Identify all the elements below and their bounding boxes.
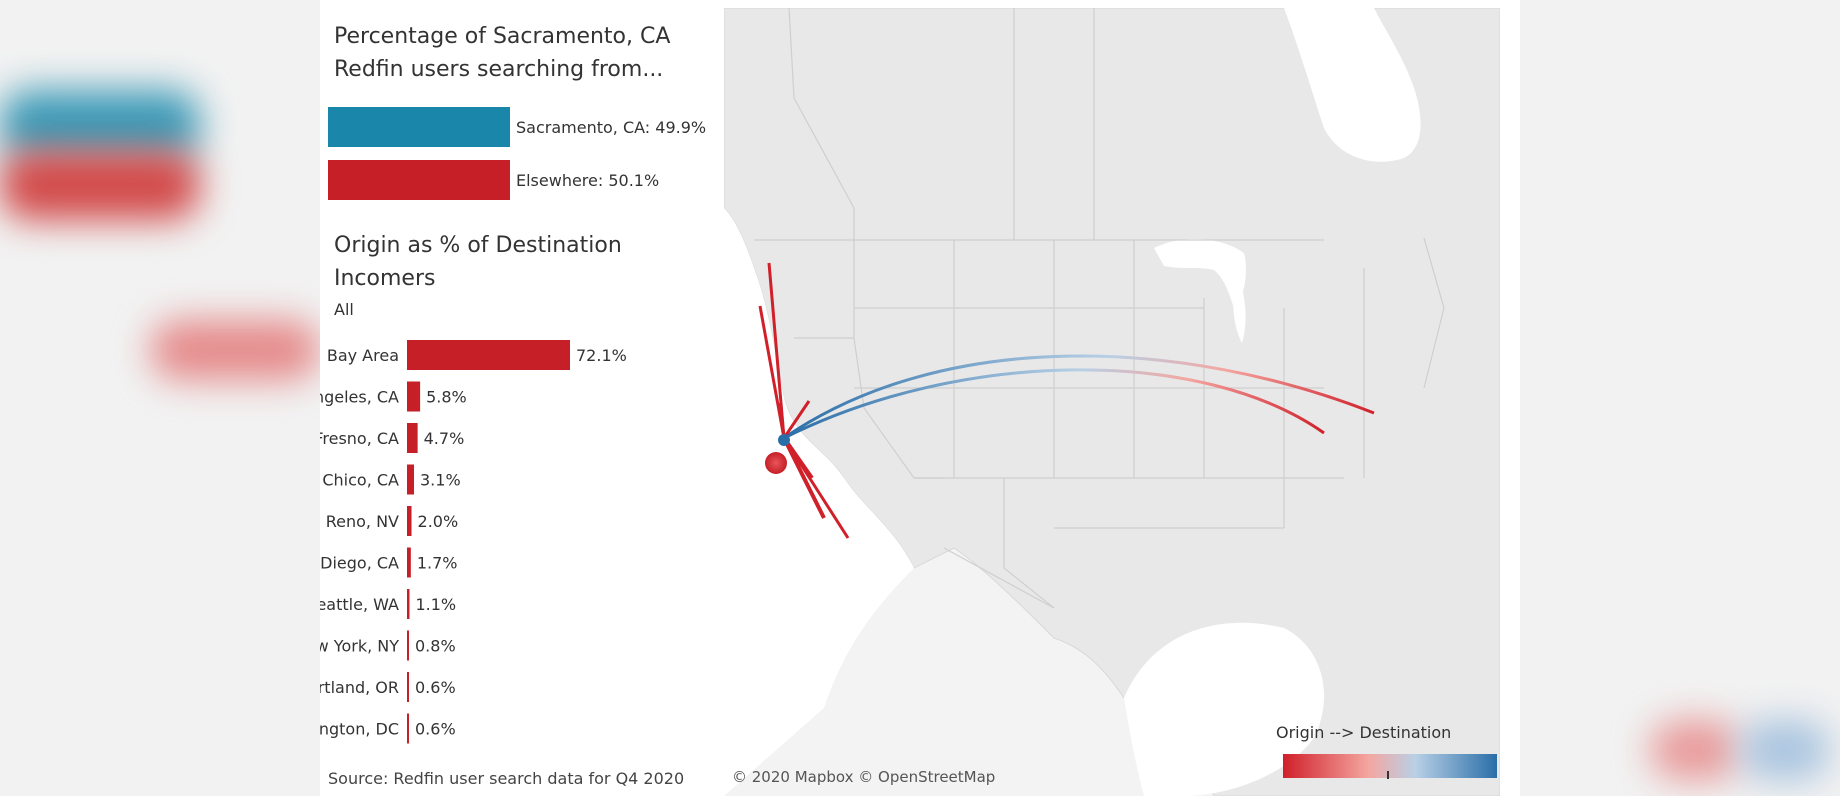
blurred-blue-shape <box>0 90 200 160</box>
value-label: 0.8% <box>415 637 456 656</box>
flow-arc-newyork <box>783 354 1375 440</box>
bar[interactable] <box>407 547 411 578</box>
map-svg <box>724 8 1500 796</box>
bar[interactable] <box>407 630 409 661</box>
origin-filter-label: All <box>334 300 354 319</box>
blurred-pink-shape <box>150 320 320 380</box>
label-elsewhere: Elsewhere: 50.1% <box>516 171 660 190</box>
share-title-line2: Redfin users searching from... <box>334 57 664 82</box>
source-note: Source: Redfin user search data for Q4 2… <box>328 769 685 788</box>
bar[interactable] <box>407 464 415 495</box>
value-label: 0.6% <box>415 720 456 739</box>
dashboard-panel: Percentage of Sacramento, CA Redfin user… <box>320 0 1520 796</box>
borders <box>754 8 1445 609</box>
label-sacramento: Sacramento, CA: 49.9% <box>516 118 707 137</box>
blurred-blue-shape <box>1740 720 1830 780</box>
category-label: New York, NY <box>320 637 399 656</box>
value-label: 72.1% <box>576 346 627 365</box>
share-title: Percentage of Sacramento, CA Redfin user… <box>334 20 670 86</box>
bay-area-marker[interactable] <box>765 452 787 474</box>
category-label: Bay Area <box>327 346 399 365</box>
value-label: 5.8% <box>426 388 467 407</box>
category-label: Fresno, CA <box>320 429 399 448</box>
gulf-of-mexico <box>1124 622 1324 796</box>
blurred-left-margin <box>0 0 320 796</box>
origin-title-line2: Incomers <box>334 266 436 291</box>
blurred-right-margin <box>1520 0 1840 796</box>
flow-arc-reno <box>782 400 811 439</box>
origin-title-line1: Origin as % of Destination <box>334 233 622 258</box>
share-title-line1: Percentage of Sacramento, CA <box>334 24 671 49</box>
flow-arc-washington <box>783 368 1325 440</box>
bar[interactable] <box>407 589 410 619</box>
lake-michigan <box>1233 278 1246 343</box>
origin-title: Origin as % of Destination Incomers <box>334 229 622 295</box>
value-label: 0.6% <box>415 678 456 697</box>
bar[interactable] <box>407 381 421 412</box>
category-label: Washington, DC <box>320 720 399 739</box>
bar[interactable] <box>407 672 409 702</box>
bar[interactable] <box>407 506 412 536</box>
category-label: Portland, OR <box>320 678 399 697</box>
flow-map[interactable]: © 2020 Mapbox © OpenStreetMap <box>724 8 1500 796</box>
value-label: 1.7% <box>417 554 458 573</box>
flow-arc-losangeles <box>782 437 826 519</box>
bar[interactable] <box>407 713 409 744</box>
bar[interactable] <box>407 340 570 370</box>
category-label: Chico, CA <box>322 471 399 490</box>
legend-color-ramp <box>1283 754 1497 778</box>
flow-arc-fresno <box>782 436 814 480</box>
bar-sacramento[interactable] <box>328 107 510 147</box>
blurred-pink-shape <box>1650 720 1740 780</box>
value-label: 3.1% <box>420 471 461 490</box>
legend-midpoint-tick <box>1387 771 1389 779</box>
category-label: San Diego, CA <box>320 554 399 573</box>
legend-title: Origin --> Destination <box>1276 723 1452 742</box>
bar-elsewhere[interactable] <box>328 160 510 200</box>
map-attribution[interactable]: © 2020 Mapbox © OpenStreetMap <box>732 768 996 786</box>
value-label: 2.0% <box>418 512 459 531</box>
category-label: Los Angeles, CA <box>320 388 399 407</box>
category-label: Seattle, WA <box>320 595 399 614</box>
blurred-red-shape <box>0 150 200 220</box>
bar[interactable] <box>407 423 418 453</box>
value-label: 1.1% <box>415 595 456 614</box>
value-label: 4.7% <box>424 429 465 448</box>
category-label: Reno, NV <box>326 512 399 531</box>
flow-arc-chico <box>778 402 786 439</box>
flow-arcs <box>758 262 1375 539</box>
origin-bar-chart: Bay Area 72.1% Los Angeles, CA 5.8% Fresno, … <box>320 340 627 744</box>
great-lakes <box>1154 238 1246 308</box>
pacific-ocean <box>724 208 914 796</box>
hudson-bay <box>1284 8 1421 162</box>
sacramento-marker[interactable] <box>778 434 790 446</box>
